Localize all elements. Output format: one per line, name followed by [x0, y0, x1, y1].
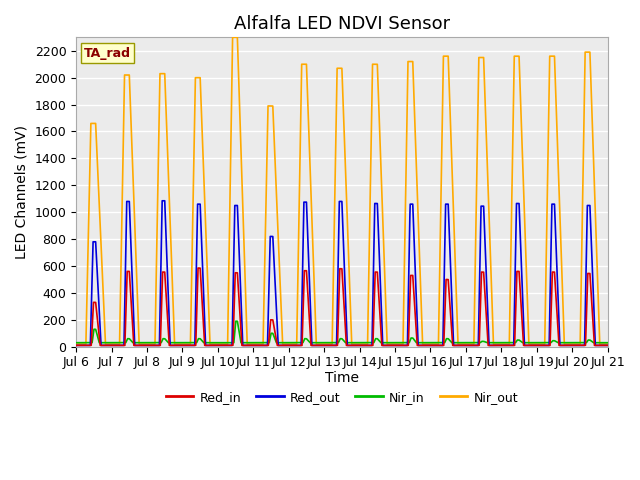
Text: TA_rad: TA_rad [84, 47, 131, 60]
Y-axis label: LED Channels (mV): LED Channels (mV) [15, 125, 29, 259]
X-axis label: Time: Time [325, 371, 359, 385]
Legend: Red_in, Red_out, Nir_in, Nir_out: Red_in, Red_out, Nir_in, Nir_out [161, 385, 523, 408]
Title: Alfalfa LED NDVI Sensor: Alfalfa LED NDVI Sensor [234, 15, 450, 33]
